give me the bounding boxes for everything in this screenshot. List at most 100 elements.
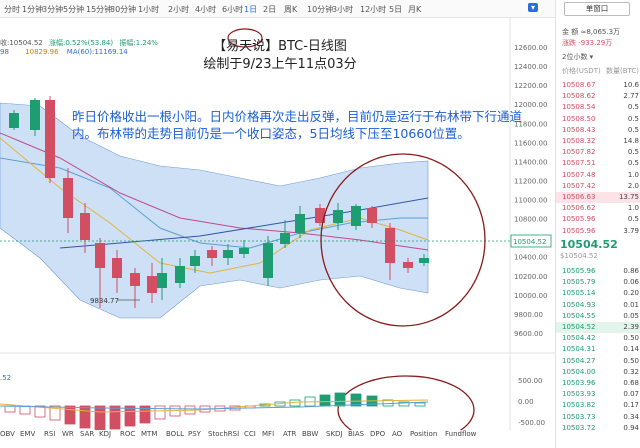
ask-row[interactable]: 10506.63 13.75 — [556, 192, 640, 204]
timeframe-2[interactable]: 3分钟 — [42, 5, 64, 14]
sub-indicator-value: .52 — [0, 374, 12, 382]
precision-select[interactable]: 2位小数 ▾ — [562, 53, 594, 61]
bid-row[interactable]: 10504.93 0.01 — [562, 300, 639, 309]
sub-tick-label: -500.00 — [518, 419, 545, 427]
bid-row[interactable]: 10505.14 0.20 — [562, 289, 639, 298]
ma-readout: 98 10829.96 MA(60):11169.14 — [0, 48, 128, 56]
timeframe-16[interactable]: 5日 — [389, 5, 403, 14]
bid-row[interactable]: 10503.72 0.94 — [562, 423, 639, 432]
timeframe-7[interactable]: 2小时 — [168, 5, 190, 14]
bid-row[interactable]: 10504.00 0.32 — [562, 367, 639, 376]
ma60-label: MA(60):11169.14 — [66, 48, 128, 56]
indicator-tab-2[interactable]: RSI — [44, 430, 56, 438]
indicator-tab-8[interactable]: BOLL — [166, 430, 184, 438]
timeframe-1[interactable]: 1分钟 — [22, 5, 44, 14]
histogram-bar — [94, 405, 106, 430]
ask-row[interactable]: 10507.48 1.0 — [562, 170, 639, 179]
indicator-tab-4[interactable]: SAR — [80, 430, 95, 438]
bid-row[interactable]: 10503.96 0.68 — [562, 379, 639, 387]
histogram-bar — [350, 393, 362, 407]
candle-body — [157, 273, 167, 288]
price-tick-label: 12400.00 — [514, 63, 547, 71]
bid-row[interactable]: 10503.73 0.34 — [562, 412, 639, 421]
candle-body — [190, 256, 200, 266]
timeframe-14[interactable]: 3小时 — [332, 5, 354, 14]
indicator-tab-17[interactable]: DPO — [370, 430, 386, 438]
bid-row[interactable]: 10505.79 0.06 — [562, 278, 639, 287]
chevron-down-icon[interactable]: ▾ — [528, 3, 539, 12]
ask-row[interactable]: 10507.42 2.0 — [562, 181, 639, 190]
candle-body — [147, 276, 157, 293]
indicator-tab-9[interactable]: PSY — [188, 430, 201, 438]
candle-body — [175, 266, 185, 283]
bid-row[interactable]: 10504.55 0.05 — [562, 311, 639, 320]
histogram-bar — [109, 405, 121, 430]
histogram-bar — [398, 401, 410, 407]
sub-tick-label: 500.00 — [518, 377, 543, 385]
timeframe-4[interactable]: 15分钟 — [86, 5, 113, 14]
candle-body — [333, 210, 343, 223]
window-mode-button[interactable]: 单窗口 — [564, 2, 630, 16]
ask-row[interactable]: 10505.96 0.5 — [562, 215, 639, 224]
histogram-bar — [124, 405, 136, 427]
bid-row[interactable]: 10504.52 2.39 — [556, 322, 640, 334]
indicator-tab-11[interactable]: CCI — [244, 430, 256, 438]
bid-row[interactable]: 10504.27 0.50 — [562, 356, 639, 365]
ask-row[interactable]: 10508.54 0.5 — [562, 103, 639, 112]
candle-body — [263, 243, 273, 278]
current-price-value: 10504.52 — [513, 238, 546, 246]
timeframe-6[interactable]: 1小时 — [138, 5, 160, 14]
timeframe-15[interactable]: 12小时 — [360, 5, 387, 14]
bid-row[interactable]: 10505.96 0.86 — [562, 267, 639, 275]
timeframe-toolbar: 分时 1分钟 3分钟 5分钟 15分钟 30分钟 1小时 2小时 4小时 6小时 1日 2日 周K 10分… — [0, 0, 555, 18]
timeframe-10[interactable]: 1日 — [244, 5, 258, 14]
ask-row[interactable]: 10506.62 1.0 — [562, 204, 639, 213]
ask-row[interactable]: 10508.67 10.6 — [562, 81, 639, 89]
indicator-tab-7[interactable]: MTM — [141, 430, 158, 438]
histogram-bar — [139, 405, 151, 424]
indicator-tab-20[interactable]: Fundflow — [445, 430, 477, 438]
highlight-circle-timeframe — [227, 28, 263, 48]
indicator-tab-0[interactable]: OBV — [0, 430, 15, 438]
bid-row[interactable]: 10503.82 0.17 — [562, 401, 639, 410]
timeframe-9[interactable]: 6小时 — [222, 5, 244, 14]
timeframe-0[interactable]: 分时 — [4, 5, 20, 14]
indicator-tab-18[interactable]: AO — [392, 430, 403, 438]
price-chart[interactable]: 12600.00 12400.00 12200.00 12000.00 11800.00… — [0, 18, 555, 430]
indicator-tab-15[interactable]: SKDJ — [326, 430, 343, 438]
price-tick-label: 10800.00 — [514, 216, 547, 224]
indicator-tab-1[interactable]: EMV — [20, 430, 36, 438]
histogram-bar — [19, 405, 31, 415]
ask-row[interactable]: 10507.51 0.5 — [562, 159, 639, 168]
indicator-tab-16[interactable]: BIAS — [348, 430, 365, 438]
ask-row[interactable]: 10508.62 2.77 — [562, 92, 639, 101]
sub-line-b — [0, 401, 429, 410]
candle-body — [419, 258, 429, 263]
indicator-tab-6[interactable]: ROC — [120, 430, 136, 438]
indicator-tab-19[interactable]: Position — [410, 430, 438, 438]
ask-row[interactable]: 10508.32 14.8 — [562, 137, 639, 145]
ask-row[interactable]: 10508.50 0.5 — [562, 114, 639, 123]
indicator-tab-10[interactable]: StochRSI — [208, 430, 240, 438]
highlight-circle-price — [320, 153, 486, 327]
timeframe-5[interactable]: 30分钟 — [110, 5, 137, 14]
timeframe-11[interactable]: 2日 — [263, 5, 277, 14]
ask-row[interactable]: 10507.82 0.5 — [562, 148, 639, 157]
candle-body — [95, 243, 105, 268]
timeframe-12[interactable]: 周K — [284, 5, 298, 14]
ask-row[interactable]: 10505.96 3.79 — [562, 226, 639, 235]
indicator-tab-13[interactable]: ATR — [283, 430, 297, 438]
chart-title: 【易天说】BTC-日线图 — [213, 39, 347, 54]
bid-row[interactable]: 10504.42 0.50 — [562, 334, 639, 343]
bid-row[interactable]: 10504.31 0.14 — [562, 345, 639, 354]
timeframe-8[interactable]: 4小时 — [195, 5, 217, 14]
indicator-tab-3[interactable]: WR — [62, 430, 74, 438]
timeframe-17[interactable]: 月K — [408, 5, 422, 14]
indicator-tab-5[interactable]: KDJ — [99, 430, 112, 438]
bid-row[interactable]: 10503.93 0.07 — [562, 390, 639, 399]
timeframe-13[interactable]: 10分钟 — [307, 5, 334, 14]
timeframe-3[interactable]: 5分钟 — [63, 5, 85, 14]
indicator-tab-14[interactable]: BBW — [302, 430, 319, 438]
indicator-tab-12[interactable]: MFI — [262, 430, 275, 438]
ask-row[interactable]: 10508.43 0.5 — [562, 125, 639, 134]
